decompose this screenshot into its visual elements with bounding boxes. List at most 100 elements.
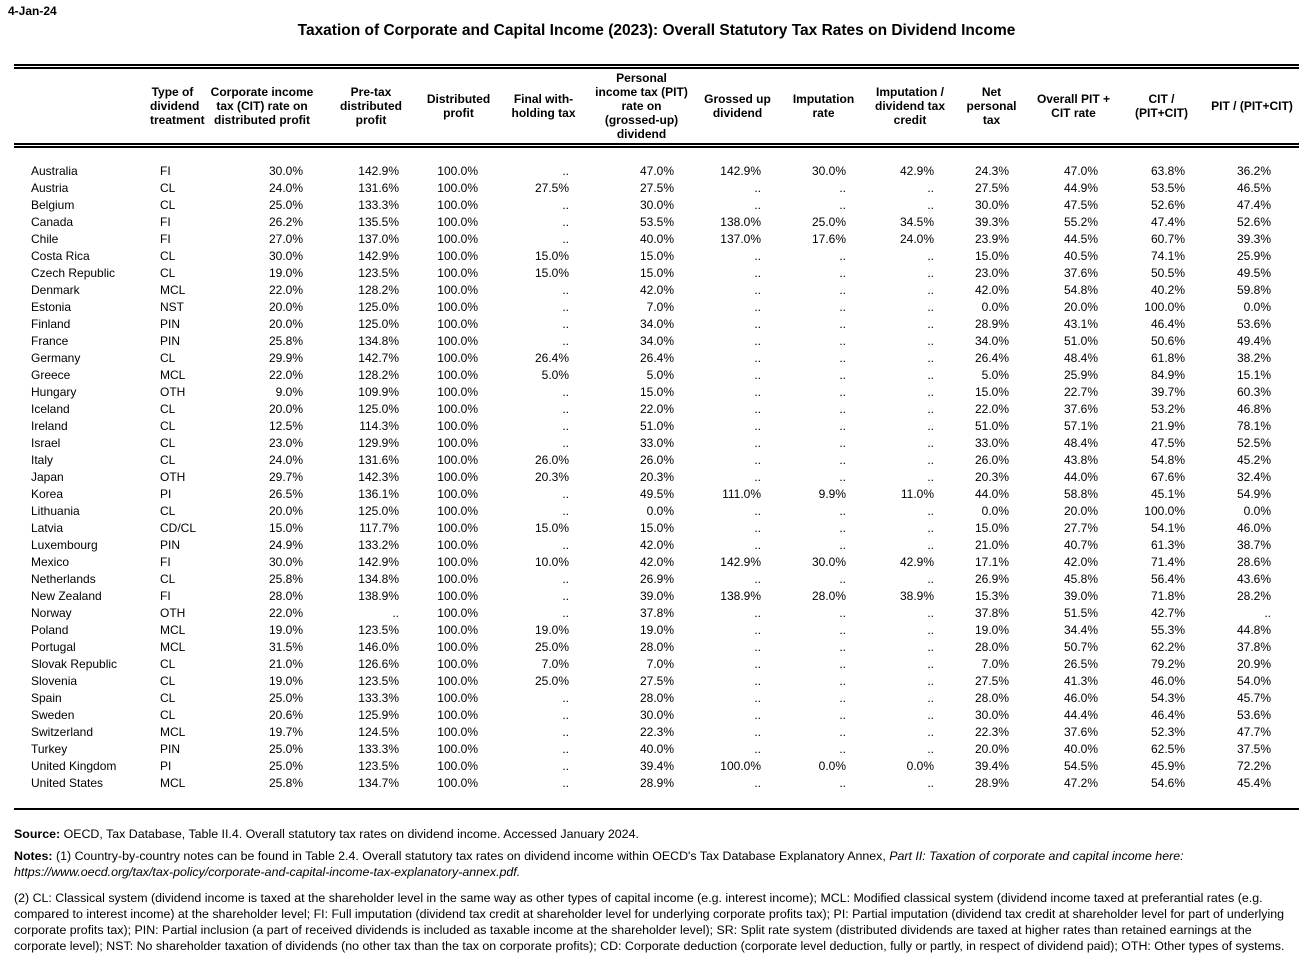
value-cell: 54.8%: [1063, 283, 1098, 297]
value-cell: 123.5%: [358, 759, 399, 773]
value-cell: 54.3%: [1150, 691, 1185, 705]
value-cell: 137.0%: [720, 232, 761, 246]
value-cell: 53.6%: [1236, 317, 1271, 331]
value-cell: 62.2%: [1150, 640, 1185, 654]
value-cell: 109.9%: [358, 385, 399, 399]
value-cell: 28.0%: [639, 691, 674, 705]
country-cell: Germany: [31, 351, 81, 365]
treatment-cell: CL: [160, 504, 176, 518]
value-cell: 25.0%: [534, 674, 569, 688]
value-cell: 146.0%: [358, 640, 399, 654]
column-header-cit-rate: Corporate income tax (CIT) rate on distr…: [201, 66, 323, 148]
value-cell: 100.0%: [437, 215, 478, 229]
value-cell: 128.2%: [358, 283, 399, 297]
table-row: Turkey PIN 25.0% 133.3% 100.0%.. 40.0%...... 2…: [14, 741, 1299, 758]
country-cell: Austria: [31, 181, 69, 195]
value-cell: 22.3%: [639, 725, 674, 739]
value-cell: 30.0%: [811, 164, 846, 178]
value-cell: 100.0%: [437, 351, 478, 365]
value-cell: ..: [927, 504, 934, 518]
value-cell: 25.0%: [268, 742, 303, 756]
value-cell: ..: [927, 436, 934, 450]
value-cell: ..: [839, 181, 846, 195]
value-cell: 100.0%: [437, 419, 478, 433]
value-cell: 56.4%: [1150, 572, 1185, 586]
value-cell: 20.0%: [268, 504, 303, 518]
value-cell: 0.0%: [906, 759, 934, 773]
value-cell: 39.0%: [1063, 589, 1098, 603]
value-cell: 131.6%: [358, 453, 399, 467]
value-cell: 128.2%: [358, 368, 399, 382]
value-cell: 38.7%: [1236, 538, 1271, 552]
value-cell: 25.9%: [1063, 368, 1098, 382]
value-cell: 26.4%: [639, 351, 674, 365]
value-cell: 15.0%: [268, 521, 303, 535]
treatment-cell: CL: [160, 419, 176, 433]
source-note: Source: OECD, Tax Database, Table II.4. …: [14, 826, 1299, 842]
value-cell: ..: [562, 436, 569, 450]
column-header-dividend-treatment: Type of dividend treatment: [144, 66, 205, 148]
value-cell: ..: [839, 249, 846, 263]
country-cell: Slovak Republic: [31, 657, 118, 671]
value-cell: 27.5%: [974, 181, 1009, 195]
value-cell: 25.0%: [268, 759, 303, 773]
treatment-cell: PI: [160, 759, 172, 773]
table-row: Lithuania CL 20.0% 125.0% 100.0%.. 0.0%......…: [14, 503, 1299, 520]
value-cell: 100.0%: [437, 249, 478, 263]
value-cell: 45.4%: [1236, 776, 1271, 790]
value-cell: 42.0%: [639, 283, 674, 297]
value-cell: 100.0%: [437, 436, 478, 450]
country-cell: Netherlands: [31, 572, 96, 586]
value-cell: 7.0%: [541, 657, 569, 671]
value-cell: ..: [562, 215, 569, 229]
value-cell: 47.4%: [1150, 215, 1185, 229]
value-cell: 30.0%: [639, 708, 674, 722]
value-cell: 10.0%: [534, 555, 569, 569]
value-cell: 125.0%: [358, 317, 399, 331]
treatment-cell: OTH: [160, 385, 186, 399]
value-cell: ..: [562, 742, 569, 756]
value-cell: 44.8%: [1236, 623, 1271, 637]
value-cell: 20.3%: [974, 470, 1009, 484]
value-cell: 28.9%: [639, 776, 674, 790]
table-row: Norway OTH 22.0%.. 100.0%.. 37.8%...... 37.8%…: [14, 605, 1299, 622]
country-cell: Sweden: [31, 708, 75, 722]
value-cell: 117.7%: [359, 521, 399, 535]
table-header-row: Type of dividend treatment Corporate inc…: [14, 66, 1299, 148]
value-cell: 53.5%: [639, 215, 674, 229]
value-cell: 24.0%: [268, 453, 303, 467]
value-cell: 100.0%: [437, 300, 478, 314]
value-cell: 51.0%: [974, 419, 1009, 433]
value-cell: 20.6%: [268, 708, 303, 722]
value-cell: ..: [839, 385, 846, 399]
value-cell: 28.6%: [1236, 555, 1271, 569]
value-cell: 15.0%: [639, 385, 674, 399]
table-row: Slovenia CL 19.0% 123.5% 100.0% 25.0% 27.5%...…: [14, 673, 1299, 690]
value-cell: 26.0%: [974, 453, 1009, 467]
value-cell: 7.0%: [981, 657, 1009, 671]
value-cell: 34.4%: [1063, 623, 1098, 637]
value-cell: 62.5%: [1150, 742, 1185, 756]
value-cell: ..: [754, 708, 761, 722]
value-cell: ..: [927, 385, 934, 399]
value-cell: 27.5%: [639, 181, 674, 195]
value-cell: ..: [927, 776, 934, 790]
value-cell: 0.0%: [1243, 504, 1271, 518]
value-cell: ..: [927, 742, 934, 756]
value-cell: ..: [562, 708, 569, 722]
value-cell: 34.0%: [639, 334, 674, 348]
value-cell: ..: [562, 606, 569, 620]
value-cell: 51.0%: [1063, 334, 1098, 348]
value-cell: ..: [392, 606, 399, 620]
value-cell: ..: [927, 572, 934, 586]
value-cell: ..: [839, 453, 846, 467]
value-cell: ..: [562, 283, 569, 297]
value-cell: 23.0%: [268, 436, 303, 450]
value-cell: ..: [754, 249, 761, 263]
value-cell: 71.8%: [1150, 589, 1185, 603]
country-cell: Mexico: [31, 555, 70, 569]
value-cell: 71.4%: [1150, 555, 1185, 569]
value-cell: 30.0%: [974, 708, 1009, 722]
treatment-cell: FI: [160, 232, 171, 246]
country-cell: Greece: [31, 368, 71, 382]
